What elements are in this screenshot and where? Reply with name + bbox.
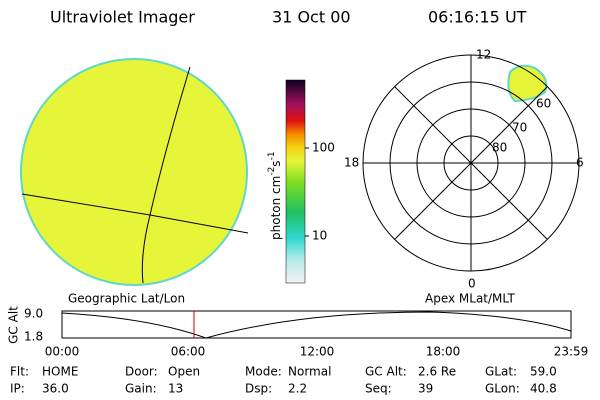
status-label: GC Alt:	[365, 365, 407, 379]
mlat-label: 80	[492, 141, 507, 155]
status-value: 2.2	[288, 382, 307, 396]
panel-title: Geographic Lat/Lon	[68, 292, 185, 306]
altitude-curve	[61, 311, 572, 339]
status-label: Flt:	[10, 365, 29, 379]
x-tick: 18:00	[426, 345, 461, 359]
colorbar-label: photon cm-2s-1	[267, 151, 283, 240]
plot-frame	[61, 310, 572, 339]
mlt-label: 0	[468, 277, 476, 291]
aurora	[507, 64, 548, 103]
altitude-panel: GC Alt 9.0 1.8 00:00 06:00 12:00 18:00 23:59	[7, 306, 589, 359]
unit-exp: -2	[267, 167, 277, 176]
x-tick: 23:59	[554, 345, 589, 359]
x-tick: 06:00	[171, 345, 206, 359]
status-label: GLon:	[485, 382, 520, 396]
y-tick: 1.8	[24, 330, 43, 344]
polar-labels: 12 18 6 0 60 70 80	[344, 48, 584, 291]
instrument: Ultraviolet Imager	[50, 8, 195, 27]
earth-disk	[20, 58, 248, 286]
status-label: Mode:	[245, 365, 282, 379]
colorbar-tick: 100	[312, 141, 335, 155]
time: 06:16:15 UT	[428, 8, 527, 27]
geo-image	[20, 58, 249, 286]
unit-exp: -1	[267, 151, 277, 160]
status-value: 2.6 Re	[418, 365, 456, 379]
colorbar-tick: 10	[312, 229, 327, 243]
status-label: Seq:	[365, 382, 392, 396]
unit: photon cm	[269, 176, 283, 240]
y-tick: 9.0	[24, 307, 43, 321]
x-tick: 12:00	[300, 345, 335, 359]
mlt-label: 6	[576, 156, 584, 170]
status-value: Normal	[288, 365, 331, 379]
date: 31 Oct 00	[272, 8, 351, 27]
mlt-label: 12	[476, 48, 491, 62]
status: Flt: HOME Door: Open Mode: Normal GC Alt: 2.6 R…	[10, 365, 557, 396]
x-tick: 00:00	[45, 345, 80, 359]
mlat-label: 60	[536, 97, 551, 111]
header: Ultraviolet Imager 31 Oct 00 06:16:15 UT	[50, 8, 527, 27]
status-label: Gain:	[125, 382, 157, 396]
meridian	[141, 66, 191, 284]
unit: s	[269, 160, 283, 166]
y-label: GC Alt	[7, 306, 21, 344]
status-value: 40.8	[530, 382, 557, 396]
status-label: Dsp:	[245, 382, 272, 396]
status-value: 39	[418, 382, 433, 396]
mlat-label: 70	[512, 121, 527, 135]
status-label: IP:	[10, 382, 25, 396]
colorbar: 100 10 photon cm-2s-1	[267, 79, 335, 284]
mlt-label: 18	[344, 156, 359, 170]
polar-plot	[362, 54, 580, 272]
colorbar-scale	[285, 79, 306, 284]
x-ticks: 00:00 06:00 12:00 18:00 23:59	[45, 345, 589, 359]
status-label: Door:	[125, 365, 158, 379]
status-value: HOME	[42, 365, 78, 379]
status-value: 13	[168, 382, 183, 396]
panel-title: Apex MLat/MLT	[425, 292, 515, 306]
status-value: 59.0	[530, 365, 557, 379]
status-value: Open	[168, 365, 200, 379]
status-label: GLat:	[485, 365, 517, 379]
axis	[394, 86, 548, 240]
parallel	[21, 193, 249, 234]
status-value: 36.0	[42, 382, 69, 396]
